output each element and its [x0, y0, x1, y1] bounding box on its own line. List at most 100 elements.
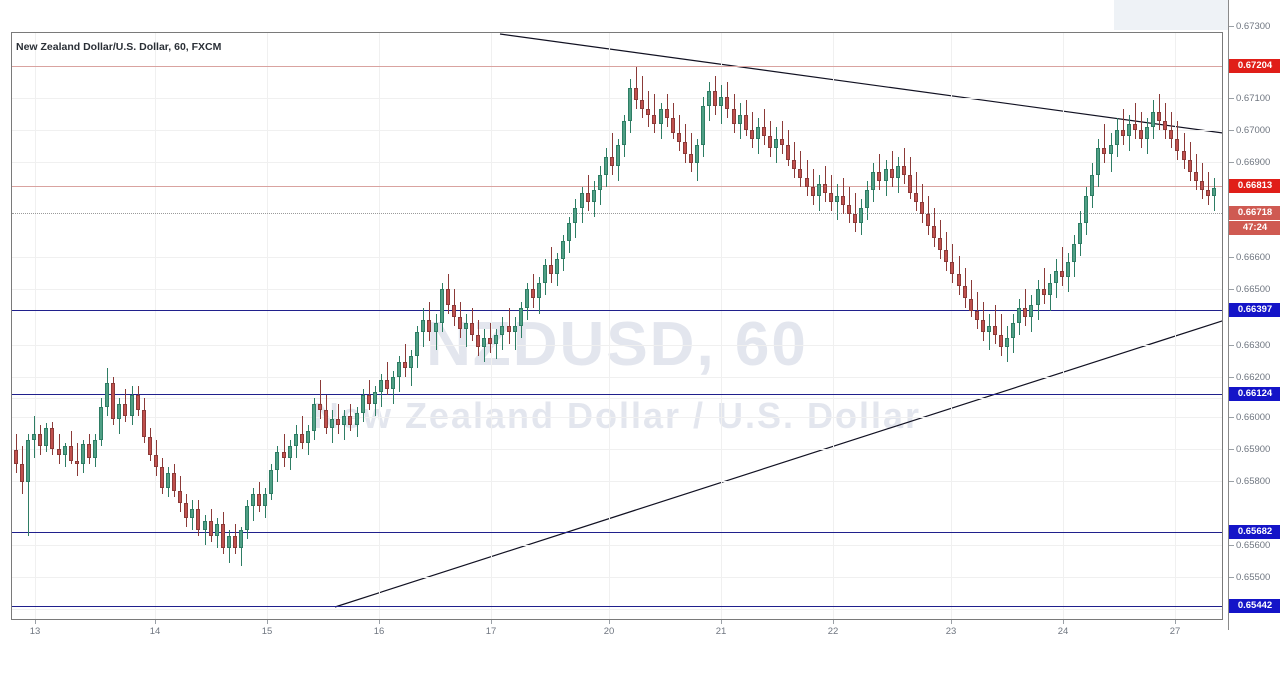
- candle-up: [62, 445, 67, 455]
- candle-up: [737, 115, 742, 125]
- candle-up: [1029, 304, 1034, 317]
- ascending-trendline[interactable]: [334, 320, 1222, 608]
- time-tick: [833, 620, 834, 624]
- time-tick: [155, 620, 156, 624]
- price-badge[interactable]: 0.66397: [1229, 303, 1280, 317]
- candle-wick: [28, 433, 29, 536]
- price-badge[interactable]: 47:24: [1229, 221, 1280, 235]
- grid-line-vertical: [267, 33, 268, 619]
- candle-down: [725, 97, 730, 110]
- candle-up: [360, 394, 365, 413]
- candle-wick: [807, 160, 808, 197]
- price-level-blue[interactable]: [12, 310, 1222, 311]
- price-badge[interactable]: 0.65682: [1229, 525, 1280, 539]
- candle-up: [391, 376, 395, 389]
- candle-down: [676, 133, 681, 143]
- candle-down: [14, 450, 18, 464]
- candle-down: [640, 100, 645, 110]
- candle-down: [208, 520, 213, 536]
- price-level-blue[interactable]: [12, 532, 1222, 533]
- candle-down: [889, 169, 894, 179]
- grid-line-horizontal: [12, 98, 1222, 99]
- candle-wick: [752, 112, 753, 149]
- candle-up: [701, 106, 706, 146]
- candle-wick: [1135, 103, 1136, 140]
- price-level-red[interactable]: [12, 66, 1222, 67]
- price-level-blue[interactable]: [12, 394, 1222, 395]
- candle-up: [1211, 187, 1216, 197]
- candle-down: [913, 193, 918, 203]
- candle-up: [1065, 262, 1070, 278]
- price-level-blue[interactable]: [12, 606, 1222, 607]
- candle-up: [755, 127, 760, 140]
- candle-down: [907, 175, 912, 194]
- candle-wick: [971, 280, 972, 317]
- candle-up: [214, 523, 219, 536]
- candle-up: [26, 439, 31, 482]
- candle-up: [117, 403, 122, 419]
- candle-wick: [466, 313, 467, 347]
- time-tick: [609, 620, 610, 624]
- candle-up: [190, 508, 195, 518]
- candle-up: [536, 283, 541, 299]
- candle-down: [50, 427, 55, 449]
- candle-up: [834, 196, 839, 203]
- candle-down: [318, 403, 323, 410]
- grid-line-horizontal: [12, 449, 1222, 450]
- candle-up: [202, 520, 207, 530]
- candle-down: [847, 205, 852, 215]
- candle-down: [451, 304, 456, 317]
- candle-up: [1035, 289, 1040, 305]
- grid-line-horizontal: [12, 289, 1222, 290]
- candle-wick: [338, 403, 339, 434]
- candle-down: [822, 184, 827, 194]
- price-tick: 0.65800: [1229, 475, 1280, 488]
- price-level-red[interactable]: [12, 186, 1222, 187]
- candle-down: [932, 226, 937, 239]
- candle-up: [263, 493, 268, 506]
- candle-down: [281, 451, 286, 458]
- candle-up: [293, 433, 298, 446]
- candle-up: [1126, 124, 1131, 137]
- candle-wick: [794, 142, 795, 179]
- time-label: 21: [715, 626, 727, 637]
- price-axis[interactable]: 0.67300 0.67100 0.67000 0.66900 0.66600 0.665…: [1228, 0, 1280, 630]
- grid-line-vertical: [1175, 33, 1176, 619]
- candle-up: [543, 265, 548, 284]
- candle-wick: [551, 247, 552, 284]
- candle-wick: [302, 415, 303, 449]
- candle-down: [1041, 289, 1046, 296]
- candle-up: [622, 121, 627, 146]
- candle-up: [658, 109, 663, 125]
- price-badge[interactable]: 0.65442: [1229, 599, 1280, 613]
- candle-down: [956, 274, 961, 287]
- price-tick: 0.66900: [1229, 156, 1280, 169]
- grid-line-vertical: [1063, 33, 1064, 619]
- candle-up: [251, 493, 256, 506]
- price-level-dot[interactable]: [12, 213, 1222, 214]
- candle-up: [238, 529, 243, 548]
- price-badge[interactable]: 0.66813: [1229, 179, 1280, 193]
- candle-up: [567, 223, 572, 242]
- candle-down: [257, 493, 262, 506]
- price-badge[interactable]: 0.67204: [1229, 59, 1280, 73]
- candle-down: [810, 187, 815, 197]
- descending-trendline[interactable]: [499, 33, 1222, 134]
- candle-up: [865, 190, 870, 209]
- price-badge[interactable]: 0.66718: [1229, 206, 1280, 220]
- candle-down: [950, 262, 955, 275]
- candle-wick: [679, 115, 680, 152]
- price-tick: 0.66600: [1229, 251, 1280, 264]
- candle-down: [123, 403, 128, 416]
- candle-down: [506, 325, 511, 332]
- candle-wick: [1165, 103, 1166, 140]
- candle-down: [713, 91, 718, 107]
- top-band-left: [0, 0, 1114, 30]
- candle-down: [682, 142, 687, 155]
- candle-down: [403, 361, 408, 368]
- time-axis[interactable]: 13 14 15 16 17 20 21 22 23 24 27: [0, 620, 1228, 650]
- price-tick: 0.67300: [1229, 20, 1280, 33]
- time-tick: [267, 620, 268, 624]
- chart-plot-area[interactable]: NZDUSD, 60 New Zealand Dollar / U.S. Dol…: [12, 33, 1222, 619]
- price-badge[interactable]: 0.66124: [1229, 387, 1280, 401]
